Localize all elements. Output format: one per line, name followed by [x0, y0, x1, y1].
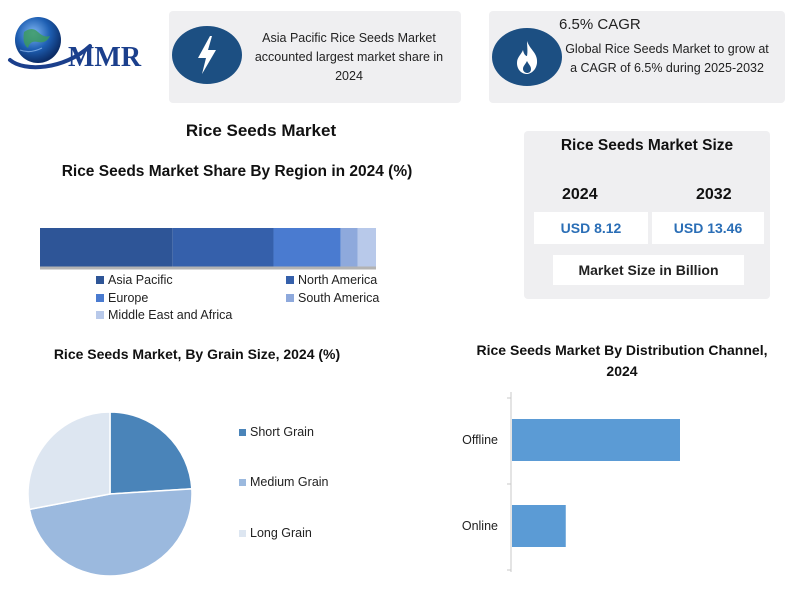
pie-slice-medium-grain: [28, 488, 193, 577]
page-title: Rice Seeds Market: [185, 121, 337, 140]
region-bar-segment-north-america: [172, 228, 274, 268]
legend-label: Europe: [108, 291, 149, 305]
grain-pie-chart: [26, 410, 194, 578]
region-bar-segment-south-america: [340, 228, 358, 268]
legend-item-asia-paci-c: Asia Paciﬁc: [96, 273, 173, 287]
region-chart-title: Rice Seeds Market Share By Region in 202…: [61, 163, 413, 180]
legend-item-north-america: North America: [286, 273, 377, 287]
legend-swatch: [239, 479, 246, 486]
region-bar-segment-asia-paci-c: [40, 228, 173, 268]
legend-label: North America: [298, 273, 378, 287]
legend-swatch: [286, 276, 294, 284]
distribution-bar-chart: Offline Online: [440, 392, 760, 577]
legend-item-europe: Europe: [96, 291, 148, 305]
region-bar-segment-europe: [273, 228, 341, 268]
pie-legend-item-short-grain: Short Grain: [239, 425, 314, 439]
info-box-cagr: 6.5% CAGR Global Rice Seeds Market to gr…: [489, 11, 785, 103]
logo-text: MMR: [68, 42, 142, 73]
legend-swatch: [239, 530, 246, 537]
pie-slice-long-grain: [27, 411, 111, 511]
legend-label: Long Grain: [250, 526, 312, 540]
market-size-2032-value: USD 13.46: [652, 212, 764, 244]
distribution-bar-offline: [512, 419, 680, 461]
legend-swatch: [239, 429, 246, 436]
pie-slice-short-grain: [109, 411, 193, 495]
market-size-panel: Rice Seeds Market Size 2024 2032 USD 8.1…: [524, 131, 770, 299]
grain-chart-title: Rice Seeds Market, By Grain Size, 2024 (…: [53, 346, 341, 362]
legend-item-south-america: South America: [286, 291, 379, 305]
distribution-bar-svg: Offline Online: [462, 392, 680, 572]
legend-label: Asia Paciﬁc: [108, 273, 173, 287]
legend-label: South America: [298, 291, 380, 305]
market-size-2024-value: USD 8.12: [534, 212, 648, 244]
distribution-bar-online: [512, 505, 566, 547]
legend-swatch: [96, 294, 104, 302]
info-box-asia-pacific: Asia Pacific Rice Seeds Market accounted…: [169, 11, 461, 103]
legend-swatch: [286, 294, 294, 302]
pie-legend-item-long-grain: Long Grain: [239, 526, 312, 540]
year-2024-label: 2024: [562, 186, 598, 203]
market-size-unit: Market Size in Billion: [553, 255, 744, 285]
mmr-logo: MMR: [4, 10, 156, 76]
info-box-2-text: Global Rice Seeds Market to grow at a CA…: [565, 42, 769, 75]
region-stacked-bar: [40, 228, 376, 270]
info-box-1-text: Asia Pacific Rice Seeds Market accounted…: [254, 31, 444, 83]
distribution-chart-title: Rice Seeds Market By Distribution Channe…: [476, 342, 768, 379]
pie-legend-item-medium-grain: Medium Grain: [239, 475, 329, 489]
distribution-category-label-offline: Offline: [462, 433, 498, 447]
cagr-heading: 6.5% CAGR: [559, 16, 641, 33]
legend-item-middle-east-and-africa: Middle East and Africa: [96, 308, 232, 322]
region-bar-baseline: [40, 266, 376, 270]
year-2032-label: 2032: [696, 186, 732, 203]
lightning-icon: [172, 26, 242, 84]
region-bar-svg: [40, 228, 376, 270]
grain-pie-svg: [27, 411, 193, 577]
legend-label: Short Grain: [250, 425, 314, 439]
legend-label: Middle East and Africa: [108, 308, 233, 322]
legend-label: Medium Grain: [250, 475, 329, 489]
legend-swatch: [96, 276, 104, 284]
region-bar-segment-middle-east-and-africa: [357, 228, 376, 268]
legend-swatch: [96, 311, 104, 319]
distribution-category-label-online: Online: [462, 519, 498, 533]
flame-icon: [492, 28, 562, 86]
market-size-title: Rice Seeds Market Size: [560, 137, 734, 154]
